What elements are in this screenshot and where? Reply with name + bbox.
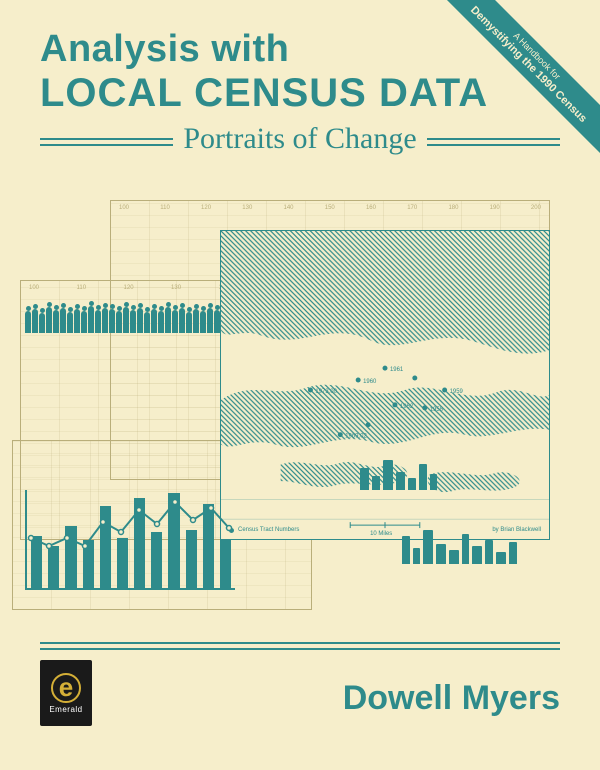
people-silhouette: [25, 306, 255, 333]
svg-text:1959: 1959: [450, 389, 464, 395]
svg-text:1962: 1962: [400, 404, 414, 410]
svg-text:1969.02: 1969.02: [345, 434, 367, 440]
rule-left: [40, 138, 173, 146]
map-panel: 1973.00 1960 1961 1962 1969.02 1958 1959 10 Mi…: [220, 230, 550, 540]
svg-text:1960: 1960: [363, 379, 377, 385]
svg-text:10 Miles: 10 Miles: [370, 531, 392, 537]
subtitle: Portraits of Change: [183, 122, 416, 156]
map-svg: 1973.00 1960 1961 1962 1969.02 1958 1959 10 Mi…: [221, 231, 549, 539]
svg-text:1973.00: 1973.00: [315, 389, 337, 395]
title-line1: Analysis with: [40, 28, 560, 71]
map-legend-text: Census Tract Numbers: [238, 527, 299, 533]
rule-right: [427, 138, 560, 146]
illustration-area: 100110120130140150160170180190200 100110…: [30, 210, 570, 630]
publisher-logo: e Emerald: [40, 660, 92, 726]
author-name: Dowell Myers: [343, 679, 560, 718]
title-line2: LOCAL CENSUS DATA: [40, 71, 560, 116]
skyline-left: [360, 460, 437, 490]
svg-text:1958: 1958: [430, 407, 444, 413]
logo-mark: e: [51, 673, 81, 703]
bar-chart: [25, 490, 235, 590]
skyline-right: [402, 530, 517, 564]
logo-word: Emerald: [49, 705, 82, 714]
bottom-rule: [40, 642, 560, 650]
svg-text:1961: 1961: [390, 367, 404, 373]
map-legend: Census Tract Numbers: [229, 527, 299, 533]
